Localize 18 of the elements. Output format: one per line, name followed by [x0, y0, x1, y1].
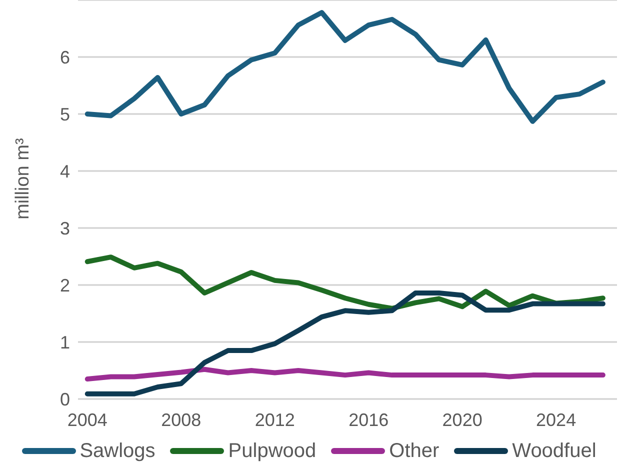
- y-tick-label: 3: [60, 218, 70, 238]
- x-tick-label: 2016: [348, 410, 389, 430]
- y-tick-label: 4: [60, 161, 70, 182]
- x-tick-label: 2012: [254, 410, 295, 430]
- y-axis-title: million m³: [12, 138, 34, 220]
- y-tick-label: 0: [60, 389, 70, 410]
- y-tick-label: 5: [60, 104, 70, 124]
- legend-label: Pulpwood: [228, 439, 316, 463]
- legend-label: Other: [389, 439, 440, 463]
- x-tick-label: 2024: [536, 410, 576, 430]
- x-tick-label: 2004: [67, 410, 108, 430]
- y-tick-label: 1: [60, 332, 70, 352]
- y-tick-label: 2: [60, 275, 70, 296]
- x-tick-label: 2020: [442, 410, 482, 430]
- legend-label: Sawlogs: [80, 439, 156, 463]
- x-tick-label: 2008: [161, 410, 202, 430]
- legend-label: Woodfuel: [512, 439, 596, 463]
- y-tick-label: 6: [60, 47, 70, 68]
